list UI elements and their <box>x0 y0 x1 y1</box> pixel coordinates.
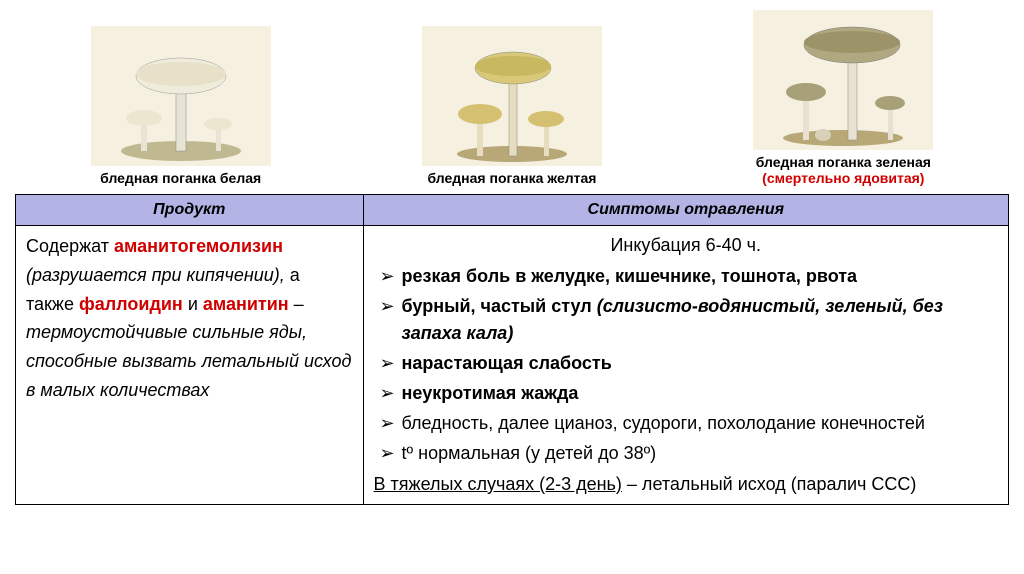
symptom-1: резкая боль в желудке, кишечнике, тошнот… <box>402 266 858 286</box>
product-desc: термоустойчивые сильные яды, способные в… <box>26 322 351 400</box>
toxin-amanitohemolysin: аманитогемолизин <box>114 236 283 256</box>
symptom-2a: бурный, частый стул <box>402 296 597 316</box>
product-cell: Содержат аманитогемолизин (разрушается п… <box>16 226 364 505</box>
symptom-item: нарастающая слабость <box>374 350 998 377</box>
mushroom-yellow: бледная поганка желтая <box>346 26 677 186</box>
mushroom-yellow-illustration <box>422 26 602 166</box>
header-symptoms: Симптомы отравления <box>363 195 1008 226</box>
mushroom-white: бледная поганка белая <box>15 26 346 186</box>
symptom-item: tº нормальная (у детей до 38º) <box>374 440 998 467</box>
symptom-6: tº нормальная (у детей до 38º) <box>402 443 657 463</box>
final-b: – летальный исход (паралич ССС) <box>622 474 916 494</box>
mushroom-green: бледная поганка зеленая (смертельно ядов… <box>678 10 1009 186</box>
product-dash: – <box>289 294 304 314</box>
mushroom-green-sublabel: (смертельно ядовитая) <box>678 170 1009 186</box>
symptom-3: нарастающая слабость <box>402 353 612 373</box>
symptom-list: резкая боль в желудке, кишечнике, тошнот… <box>374 263 998 467</box>
symptoms-cell: Инкубация 6-40 ч. резкая боль в желудке,… <box>363 226 1008 505</box>
mushroom-yellow-label: бледная поганка желтая <box>346 170 677 186</box>
mushroom-white-label: бледная поганка белая <box>15 170 346 186</box>
mushroom-green-label: бледная поганка зеленая <box>678 154 1009 170</box>
symptom-4: неукротимая жажда <box>402 383 579 403</box>
mushroom-images-row: бледная поганка белая бледная поганка же… <box>15 10 1009 186</box>
toxin-amanitin: аманитин <box>203 294 289 314</box>
mushroom-white-illustration <box>91 26 271 166</box>
info-table: Продукт Симптомы отравления Содержат ама… <box>15 194 1009 505</box>
product-and: и <box>183 294 203 314</box>
product-intro: Содержат <box>26 236 114 256</box>
symptom-item: резкая боль в желудке, кишечнике, тошнот… <box>374 263 998 290</box>
symptom-item: бледность, далее цианоз, судороги, похол… <box>374 410 998 437</box>
product-paren1: (разрушается при кипячении), <box>26 265 290 285</box>
incubation-text: Инкубация 6-40 ч. <box>374 232 998 259</box>
symptom-5: бледность, далее цианоз, судороги, похол… <box>402 413 925 433</box>
final-line: В тяжелых случаях (2-3 день) – летальный… <box>374 471 998 498</box>
symptom-item: неукротимая жажда <box>374 380 998 407</box>
header-product: Продукт <box>16 195 364 226</box>
symptom-item: бурный, частый стул (слизисто-водянистый… <box>374 293 998 347</box>
toxin-phalloidin: фаллоидин <box>79 294 183 314</box>
mushroom-green-illustration <box>753 10 933 150</box>
final-a: В тяжелых случаях (2-3 день) <box>374 474 622 494</box>
